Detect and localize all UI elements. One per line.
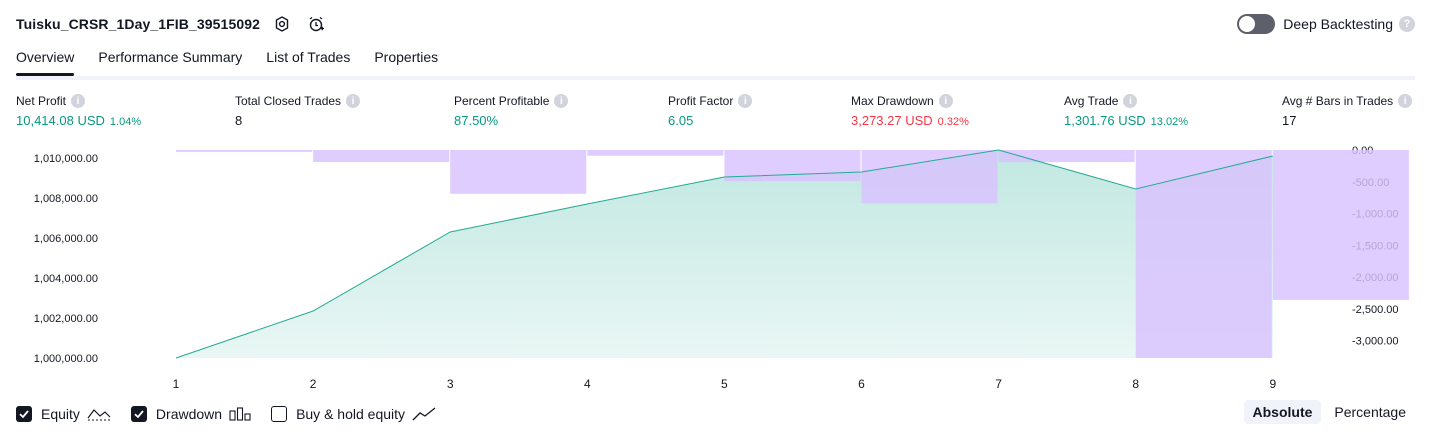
left-axis-tick-label: 1,002,000.00 — [34, 313, 98, 325]
x-axis-tick-label: 9 — [1269, 377, 1276, 391]
stat-label: Profit Factor — [668, 94, 734, 108]
equity-drawdown-chart: 1,010,000.00 1,008,000.00 1,006,000.00 1,00… — [34, 145, 1409, 391]
stat-max-drawdown: Max Drawdown i 3,273.27 USD 0.32% — [851, 93, 969, 128]
mode-absolute-button[interactable]: Absolute — [1243, 400, 1322, 424]
deep-backtesting-toggle[interactable] — [1237, 14, 1276, 34]
alarm-add-icon[interactable] — [304, 12, 328, 36]
deep-backtesting: Deep Backtesting ? — [1237, 12, 1415, 36]
stat-value: 1,301.76 USD — [1064, 113, 1146, 128]
drawdown-legend-icon — [229, 407, 251, 421]
x-axis-tick-label: 4 — [584, 377, 591, 391]
drawdown-bar — [313, 150, 450, 163]
drawdown-bar — [1272, 150, 1409, 300]
stat-value: 87.50% — [454, 113, 499, 128]
left-axis-tick-label: 1,010,000.00 — [34, 153, 98, 165]
tab-list-of-trades[interactable]: List of Trades — [266, 49, 351, 65]
equity-area — [176, 150, 1273, 358]
drawdown-bar — [861, 150, 998, 204]
toggle-knob — [1239, 16, 1256, 32]
stat-value: 6.05 — [668, 113, 694, 128]
stat-value: 3,273.27 USD — [851, 113, 933, 128]
info-icon[interactable]: i — [1398, 94, 1413, 108]
legend-equity-label: Equity — [41, 406, 80, 422]
stat-sub-value: 0.32% — [937, 116, 969, 128]
left-axis-tick-label: 1,000,000.00 — [34, 353, 98, 365]
left-axis: 1,010,000.00 1,008,000.00 1,006,000.00 1,00… — [34, 153, 98, 365]
legend-drawdown-label: Drawdown — [155, 406, 223, 422]
settings-icon[interactable] — [270, 12, 294, 36]
deep-backtesting-label: Deep Backtesting — [1283, 16, 1393, 32]
legend-buy-hold[interactable]: Buy & hold equity — [271, 406, 436, 422]
stat-avg-bars: Avg # Bars in Trades i 17 — [1282, 93, 1413, 128]
legend-drawdown[interactable]: Drawdown — [130, 406, 251, 422]
equity-area-layer — [176, 150, 1273, 358]
buy-hold-checkbox[interactable] — [271, 406, 288, 422]
stat-profit-factor: Profit Factor i 6.05 — [668, 93, 753, 128]
equity-checkbox[interactable] — [16, 406, 32, 422]
stat-avg-trade: Avg Trade i 1,301.76 USD 13.02% — [1064, 93, 1188, 128]
legend-equity[interactable]: Equity — [16, 406, 111, 422]
right-axis-tick-label: -3,000.00 — [1352, 336, 1398, 348]
stat-label: Total Closed Trades — [235, 94, 342, 108]
stat-net-profit: Net Profit i 10,414.08 USD 1.04% — [16, 93, 141, 128]
tab-overview[interactable]: Overview — [16, 46, 75, 76]
drawdown-bar — [587, 150, 724, 156]
equity-line — [175, 149, 1273, 359]
stat-label: Avg Trade — [1064, 94, 1119, 108]
check-icon — [134, 410, 144, 419]
help-icon[interactable]: ? — [1399, 16, 1415, 32]
drawdown-checkbox[interactable] — [130, 406, 147, 422]
info-icon[interactable]: i — [938, 94, 953, 108]
stat-total-closed-trades: Total Closed Trades i 8 — [235, 93, 361, 128]
x-axis-tick-label: 8 — [1132, 377, 1139, 391]
value-mode-switch: Absolute Percentage — [1240, 400, 1416, 424]
stat-value: 17 — [1282, 113, 1297, 128]
buy-hold-legend-icon — [412, 407, 436, 421]
stat-sub-value: 1.04% — [109, 116, 142, 128]
stat-sub-value: 13.02% — [1150, 116, 1188, 128]
strategy-header: Tuisku_CRSR_1Day_1FIB_39515092 — [16, 12, 328, 36]
left-axis-tick-label: 1,004,000.00 — [34, 273, 98, 285]
legend-buy-hold-label: Buy & hold equity — [296, 406, 406, 422]
info-icon[interactable]: i — [1123, 94, 1138, 108]
stat-label: Max Drawdown — [851, 94, 934, 108]
info-icon[interactable]: i — [71, 94, 86, 108]
x-axis-tick-label: 3 — [447, 377, 454, 391]
tab-performance-summary[interactable]: Performance Summary — [98, 49, 243, 65]
info-icon[interactable]: i — [554, 94, 569, 108]
strategy-title: Tuisku_CRSR_1Day_1FIB_39515092 — [16, 16, 260, 32]
x-axis-tick-label: 1 — [173, 377, 180, 391]
chart-legend: Equity Drawdown Buy & hold equity — [16, 402, 456, 426]
drawdown-bars-layer — [176, 150, 1409, 358]
stat-label: Net Profit — [16, 94, 67, 108]
x-axis: 1 2 3 4 5 6 7 8 9 — [173, 377, 1277, 391]
stat-label: Avg # Bars in Trades — [1282, 94, 1394, 108]
left-axis-tick-label: 1,008,000.00 — [34, 193, 98, 205]
stat-label: Percent Profitable — [454, 94, 550, 108]
check-icon — [19, 410, 29, 419]
stats-row: Net Profit i 10,414.08 USD 1.04% Total Clo… — [16, 93, 1415, 133]
right-axis-tick-label: -2,500.00 — [1352, 304, 1398, 316]
drawdown-bar — [450, 150, 587, 194]
mode-percentage-button[interactable]: Percentage — [1334, 404, 1406, 420]
x-axis-tick-label: 6 — [858, 377, 865, 391]
equity-legend-icon — [87, 407, 111, 421]
stat-value: 10,414.08 USD — [16, 113, 105, 128]
x-axis-tick-label: 5 — [721, 377, 728, 391]
tab-properties[interactable]: Properties — [374, 49, 439, 65]
info-icon[interactable]: i — [346, 94, 361, 108]
info-icon[interactable]: i — [738, 94, 753, 108]
stat-percent-profitable: Percent Profitable i 87.50% — [454, 93, 569, 128]
tab-bar: Overview Performance Summary List of Tra… — [16, 46, 1415, 80]
drawdown-bar — [1135, 150, 1272, 358]
x-axis-tick-label: 2 — [310, 377, 317, 391]
left-axis-tick-label: 1,006,000.00 — [34, 233, 98, 245]
x-axis-tick-label: 7 — [995, 377, 1002, 391]
equity-line-layer — [175, 149, 1273, 359]
drawdown-bar — [998, 150, 1135, 163]
drawdown-bar — [176, 150, 313, 152]
stat-value: 8 — [235, 113, 243, 128]
